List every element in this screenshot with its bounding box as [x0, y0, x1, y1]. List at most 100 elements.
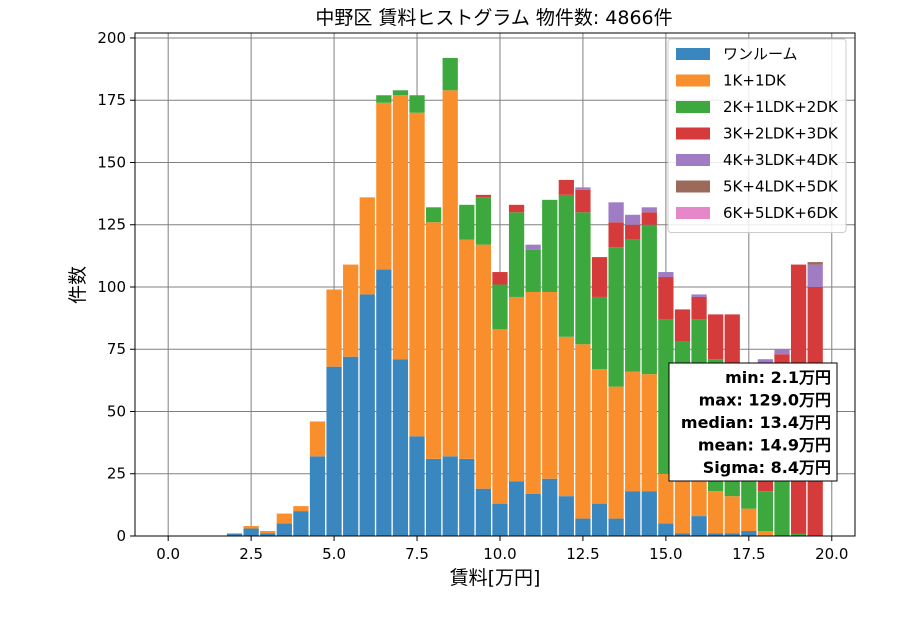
- bar-segment: [392, 90, 409, 96]
- bar-segment: [459, 239, 475, 459]
- stats-line: median: 13.4万円: [681, 413, 831, 432]
- bar-segment: [542, 478, 558, 536]
- stats-line: min: 2.1万円: [725, 368, 831, 387]
- bar-segment: [625, 239, 641, 372]
- stats-line: max: 129.0万円: [699, 391, 831, 410]
- bar-segment: [392, 359, 409, 536]
- x-tick-label: 5.0: [322, 545, 346, 563]
- legend-label: 6K+5LDK+6DK: [723, 204, 839, 222]
- bar-segment: [376, 269, 392, 536]
- bar-segment: [608, 247, 624, 387]
- bar-segment: [741, 508, 757, 532]
- bar-segment: [343, 264, 359, 357]
- bar-segment: [359, 197, 375, 295]
- y-tick-label: 200: [97, 29, 126, 47]
- bar-segment: [409, 436, 425, 536]
- bar-segment: [757, 531, 774, 536]
- bar-segment: [525, 493, 541, 536]
- bar-segment: [774, 349, 790, 355]
- legend-swatch: [676, 207, 710, 219]
- bar-segment: [326, 289, 342, 367]
- bar-segment: [276, 523, 292, 536]
- bar-segment: [708, 533, 724, 536]
- bar-segment: [608, 222, 624, 248]
- bar-segment: [508, 481, 525, 536]
- bar-segment: [376, 102, 392, 270]
- bars-layer: [226, 57, 823, 536]
- chart-title: 中野区 賃料ヒストグラム 物件数: 4866件: [315, 7, 672, 29]
- legend-label: 4K+3LDK+4DK: [723, 151, 839, 169]
- bar-segment: [359, 294, 375, 536]
- bar-segment: [525, 244, 541, 250]
- bar-segment: [376, 95, 392, 103]
- bar-segment: [425, 458, 442, 536]
- x-tick-label: 0.0: [156, 545, 180, 563]
- bar-segment: [276, 513, 292, 524]
- legend: ワンルーム 1K+1DK 2K+1LDK+2DK 3K+2LDK+3DK 4K+3LDK…: [667, 38, 847, 233]
- bar-segment: [708, 491, 724, 534]
- bar-segment: [658, 277, 674, 320]
- bar-segment: [591, 296, 608, 370]
- x-tick-label: 20.0: [815, 545, 848, 563]
- bar-segment: [260, 531, 276, 534]
- bar-segment: [260, 533, 276, 536]
- bar-segment: [575, 187, 591, 190]
- bar-segment: [425, 207, 442, 223]
- legend-swatch: [676, 48, 710, 60]
- bar-segment: [575, 212, 591, 345]
- bar-segment: [691, 294, 707, 297]
- bar-segment: [459, 204, 475, 240]
- bar-segment: [442, 456, 458, 536]
- bar-segment: [625, 224, 641, 240]
- bar-segment: [674, 309, 691, 342]
- bar-segment: [641, 212, 657, 225]
- legend-swatch: [676, 74, 710, 87]
- x-tick-label: 10.0: [483, 545, 516, 563]
- bar-segment: [608, 202, 624, 223]
- bar-segment: [591, 257, 608, 297]
- legend-swatch: [676, 101, 710, 113]
- x-axis-label: 賃料[万円]: [450, 567, 541, 589]
- legend-swatch: [676, 180, 710, 193]
- bar-segment: [508, 204, 525, 213]
- bar-segment: [326, 366, 342, 536]
- x-tick-label: 2.5: [239, 545, 263, 563]
- bar-segment: [807, 264, 823, 287]
- bar-segment: [392, 95, 409, 360]
- bar-segment: [724, 496, 740, 534]
- stats-box-frame: [668, 362, 838, 482]
- axis-ticks: 0.0 2.5 5.0 7.5 10.0 12.5 15.0 17.5 20.0 0 25 50 75 1…: [97, 29, 848, 563]
- legend-label: 2K+1LDK+2DK: [723, 98, 839, 116]
- legend-swatch: [676, 154, 710, 166]
- y-tick-label: 75: [107, 340, 126, 358]
- bar-segment: [658, 523, 674, 536]
- bar-segment: [741, 531, 757, 536]
- bar-segment: [691, 476, 707, 517]
- bar-segment: [558, 496, 574, 536]
- legend-label: ワンルーム: [723, 45, 798, 63]
- y-tick-label: 0: [116, 527, 126, 545]
- bar-segment: [309, 456, 326, 536]
- bar-segment: [508, 296, 525, 482]
- stats-box: min: 2.1万円 max: 129.0万円 median: 13.4万円 mean…: [668, 362, 838, 482]
- y-tick-label: 25: [107, 465, 126, 483]
- bar-segment: [293, 506, 309, 512]
- y-tick-label: 175: [97, 91, 126, 109]
- bar-segment: [309, 421, 326, 457]
- x-tick-label: 15.0: [649, 545, 682, 563]
- bar-segment: [492, 284, 508, 330]
- bar-segment: [226, 533, 243, 536]
- bar-segment: [243, 528, 259, 536]
- bar-segment: [575, 518, 591, 536]
- bar-segment: [790, 533, 807, 536]
- bar-segment: [475, 244, 492, 489]
- bar-segment: [625, 371, 641, 492]
- bar-segment: [575, 189, 591, 213]
- legend-box: [667, 38, 847, 233]
- bar-segment: [492, 272, 508, 285]
- bar-segment: [625, 214, 641, 225]
- bar-segment: [409, 112, 425, 437]
- y-axis-label: 件数: [67, 266, 89, 304]
- plot-frame: [134, 32, 856, 537]
- y-tick-label: 100: [97, 278, 126, 296]
